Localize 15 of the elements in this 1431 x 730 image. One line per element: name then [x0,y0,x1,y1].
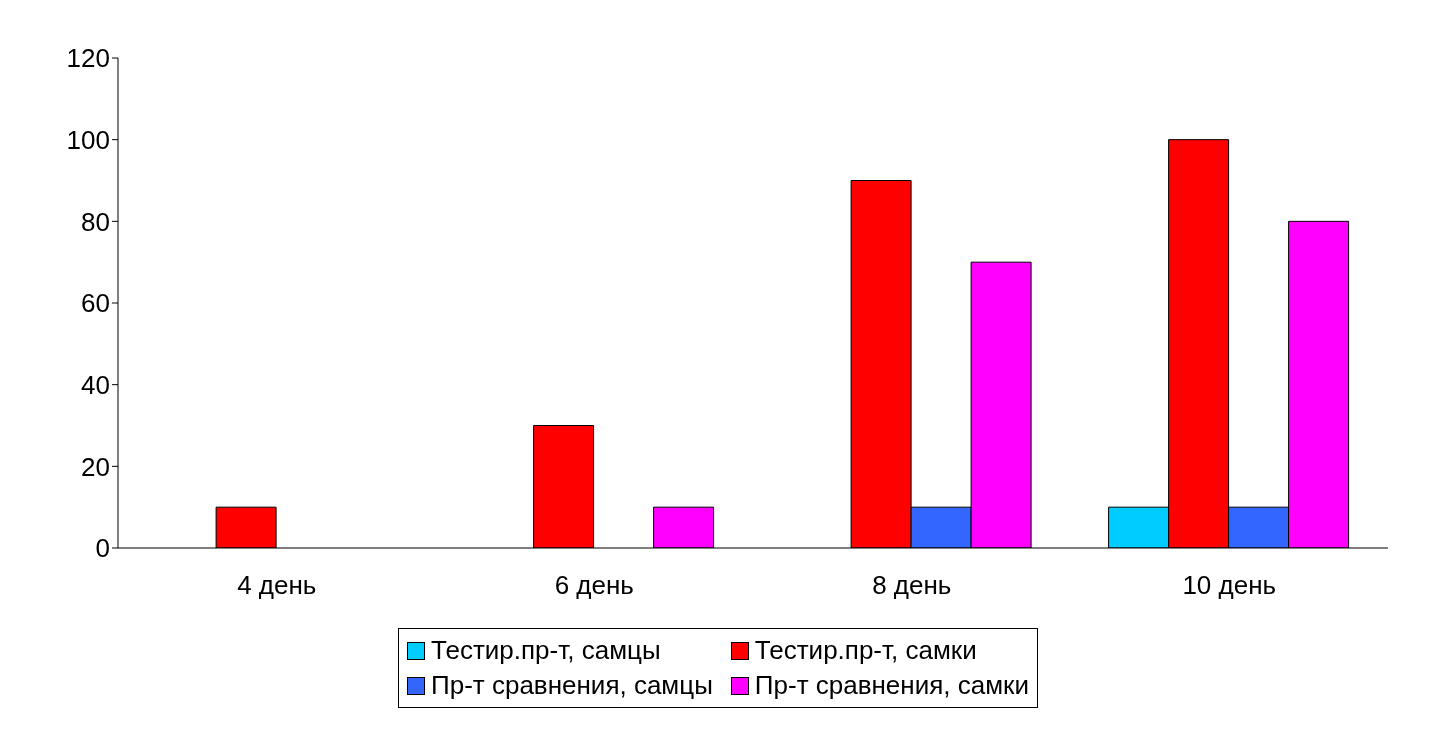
x-tick-label: 10 день [1182,570,1277,601]
y-tick-label: 20 [81,451,110,482]
legend-label: Пр-т сравнения, самцы [431,670,713,701]
y-tick-label: 100 [66,124,110,155]
y-tick-label: 60 [81,288,110,319]
y-tick-label: 0 [95,533,110,564]
legend-label: Тестир.пр-т, самки [754,635,977,666]
legend-label: Пр-т сравнения, самки [754,670,1029,701]
y-tick-label: 80 [81,206,110,237]
x-tick-label: 8 день [872,570,952,601]
legend-label: Тестир.пр-т, самцы [431,635,661,666]
x-tick-label: 6 день [554,570,634,601]
x-tick-label: 4 день [237,570,317,601]
y-tick-label: 120 [66,43,110,74]
y-tick-label: 40 [81,369,110,400]
